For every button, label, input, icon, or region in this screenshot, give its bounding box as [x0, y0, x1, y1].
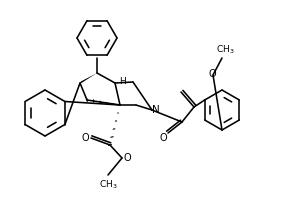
Text: O: O: [123, 153, 131, 163]
Text: O: O: [159, 133, 167, 143]
Polygon shape: [79, 73, 97, 85]
Text: O: O: [81, 133, 89, 143]
Text: O: O: [208, 69, 216, 79]
Text: CH$_3$: CH$_3$: [99, 179, 117, 191]
Text: H: H: [119, 77, 125, 85]
Text: N: N: [152, 105, 160, 115]
Text: CH$_3$: CH$_3$: [216, 44, 234, 56]
